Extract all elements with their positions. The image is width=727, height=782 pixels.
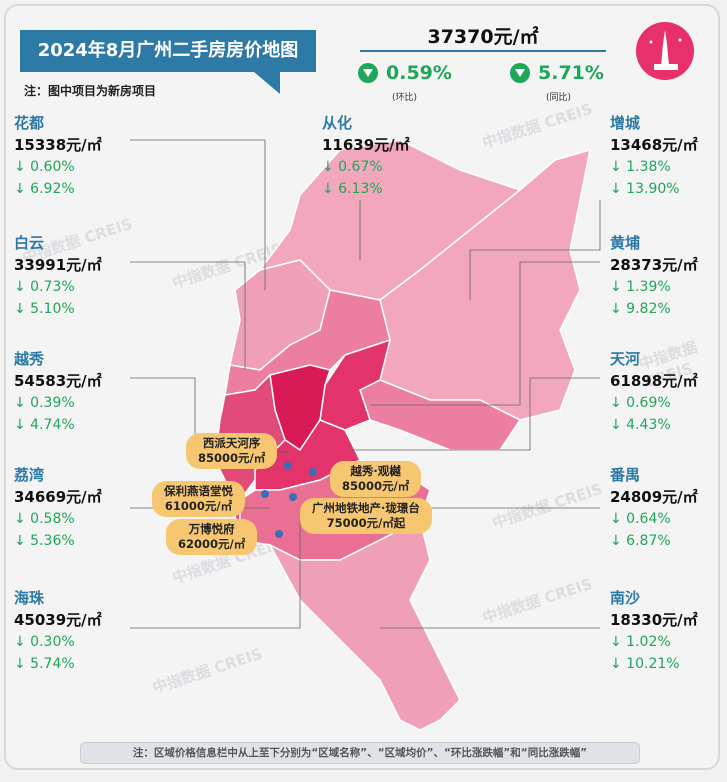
district-name: 海珠 [14, 589, 45, 607]
district-name: 天河 [610, 350, 641, 368]
district-price: 28373元/㎡ [610, 256, 698, 274]
district-price: 18330元/㎡ [610, 611, 698, 629]
district-mom: ↓ 0.30% [14, 634, 75, 650]
district-yoy: ↓ 10.21% [610, 656, 680, 672]
project-note: 注：图中项目为新房项目 [24, 84, 157, 98]
district-info: 黄埔 28373元/㎡ ↓ 1.39% ↓ 9.82% [610, 232, 698, 320]
district-name: 黄埔 [610, 234, 641, 252]
district-yoy: ↓ 5.74% [14, 656, 75, 672]
down-arrow-icon [358, 63, 378, 83]
district-mom: ↓ 1.02% [610, 634, 671, 650]
district-yoy: ↓ 6.13% [322, 181, 383, 197]
district-price: 24809元/㎡ [610, 488, 698, 506]
district-name: 荔湾 [14, 466, 45, 484]
region-zengcheng [379, 148, 591, 421]
project-label: 保利燕语堂悦 61000元/㎡ [152, 481, 245, 517]
district-yoy: ↓ 9.82% [610, 301, 671, 317]
district-info: 海珠 45039元/㎡ ↓ 0.30% ↓ 5.74% [14, 587, 102, 675]
district-name: 花都 [14, 114, 45, 132]
city-yoy: 5.71% [510, 62, 604, 84]
district-price: 13468元/㎡ [610, 136, 698, 154]
district-info: 天河 61898元/㎡ ↓ 0.69% ↓ 4.43% [610, 348, 698, 436]
city-average-price: 37370元/㎡ [427, 26, 539, 48]
district-yoy: ↓ 5.36% [14, 533, 75, 549]
district-price: 34669元/㎡ [14, 488, 102, 506]
yoy-value: 5.71% [538, 62, 604, 84]
district-price: 61898元/㎡ [610, 372, 698, 390]
district-mom: ↓ 0.67% [322, 159, 383, 175]
district-info: 花都 15338元/㎡ ↓ 0.60% ↓ 6.92% [14, 112, 102, 200]
title-tail [254, 72, 280, 94]
district-info: 越秀 54583元/㎡ ↓ 0.39% ↓ 4.74% [14, 348, 102, 436]
district-mom: ↓ 0.39% [14, 395, 75, 411]
city-mom: 0.59% [358, 62, 452, 84]
page-title: 2024年8月广州二手房房价地图 [20, 30, 316, 72]
project-dots [261, 462, 317, 538]
canton-tower-logo [636, 22, 694, 80]
district-yoy: ↓ 4.74% [14, 417, 75, 433]
district-yoy: ↓ 4.43% [610, 417, 671, 433]
district-price: 45039元/㎡ [14, 611, 102, 629]
district-name: 增城 [610, 114, 641, 132]
down-arrow-icon [510, 63, 530, 83]
district-mom: ↓ 0.58% [14, 511, 75, 527]
district-price: 33991元/㎡ [14, 256, 102, 274]
district-mom: ↓ 0.64% [610, 511, 671, 527]
mom-value: 0.59% [386, 62, 452, 84]
district-price: 11639元/㎡ [322, 136, 410, 154]
district-price: 54583元/㎡ [14, 372, 102, 390]
district-mom: ↓ 1.39% [610, 279, 671, 295]
project-label: 西派天河序 85000元/㎡ [186, 433, 278, 469]
district-info: 从化 11639元/㎡ ↓ 0.67% ↓ 6.13% [322, 112, 410, 200]
district-mom: ↓ 0.69% [610, 395, 671, 411]
district-name: 白云 [14, 234, 45, 252]
region-nansha [268, 518, 461, 731]
district-mom: ↓ 0.73% [14, 279, 75, 295]
district-info: 白云 33991元/㎡ ↓ 0.73% ↓ 5.10% [14, 232, 102, 320]
district-mom: ↓ 0.60% [14, 159, 75, 175]
project-label: 万博悦府 62000元/㎡ [166, 519, 258, 555]
footer-note: 注：区域价格信息栏中从上至下分别为“区域名称”、“区域均价”、“环比涨跌幅”和“… [80, 742, 640, 764]
district-price: 15338元/㎡ [14, 136, 102, 154]
mom-label: (环比) [392, 93, 418, 103]
district-yoy: ↓ 5.10% [14, 301, 75, 317]
district-yoy: ↓ 6.87% [610, 533, 671, 549]
district-name: 越秀 [14, 350, 45, 368]
district-name: 南沙 [610, 589, 641, 607]
district-info: 增城 13468元/㎡ ↓ 1.38% ↓ 13.90% [610, 112, 698, 200]
district-name: 番禺 [610, 466, 641, 484]
district-name: 从化 [322, 114, 353, 132]
district-yoy: ↓ 6.92% [14, 181, 75, 197]
district-mom: ↓ 1.38% [610, 159, 671, 175]
district-info: 南沙 18330元/㎡ ↓ 1.02% ↓ 10.21% [610, 587, 698, 675]
district-yoy: ↓ 13.90% [610, 181, 680, 197]
project-label: 越秀·观樾 85000元/㎡ [330, 461, 422, 497]
project-label: 广州地铁地产·珑璟台 75000元/㎡起 [300, 498, 432, 534]
yoy-label: (同比) [546, 93, 572, 103]
district-info: 番禺 24809元/㎡ ↓ 0.64% ↓ 6.87% [610, 464, 698, 552]
district-info: 荔湾 34669元/㎡ ↓ 0.58% ↓ 5.36% [14, 464, 102, 552]
divider [360, 50, 606, 52]
